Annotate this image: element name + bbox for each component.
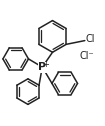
- Text: Cl: Cl: [86, 35, 95, 44]
- Text: +: +: [42, 60, 49, 69]
- Text: Cl⁻: Cl⁻: [80, 51, 95, 61]
- Text: P: P: [38, 62, 46, 72]
